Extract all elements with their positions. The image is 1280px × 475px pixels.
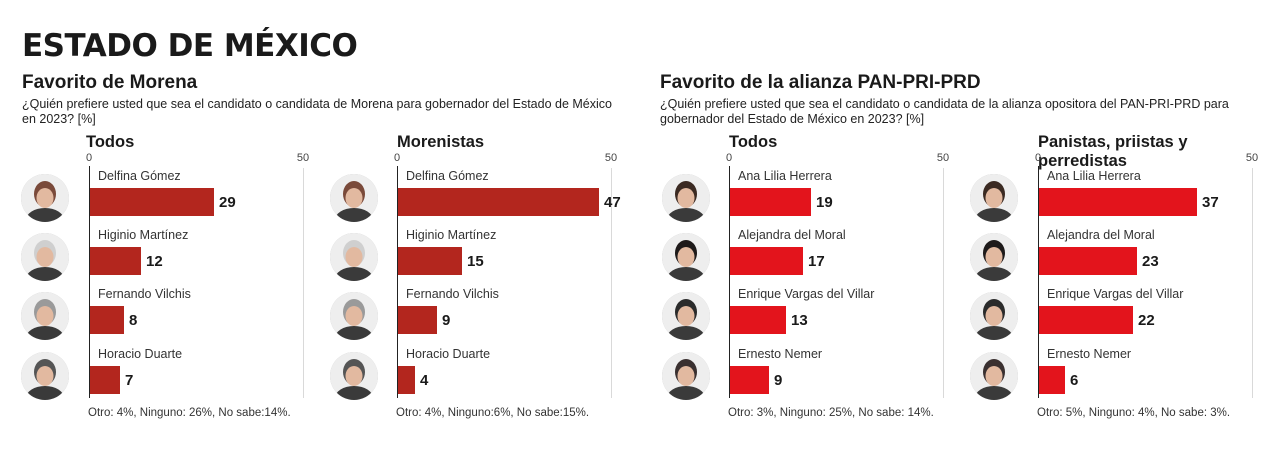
chart-title: Morenistas	[397, 133, 485, 151]
candidate-name: Alejandra del Moral	[738, 228, 846, 242]
section-question-alianza: ¿Quién prefiere usted que sea el candida…	[660, 97, 1229, 126]
candidate-name: Ernesto Nemer	[738, 347, 823, 361]
bar-value-label: 12	[146, 253, 163, 270]
page-title: ESTADO DE MÉXICO	[22, 28, 358, 64]
candidate-photo-icon	[662, 174, 710, 222]
candidate-name: Higinio Martínez	[406, 228, 497, 242]
candidate-name: Ernesto Nemer	[1047, 347, 1132, 361]
bar-value-label: 15	[467, 253, 484, 270]
bar-higinio-mart-nez	[90, 247, 141, 275]
chart-title: Panistas, priistas y perredistas	[1038, 133, 1188, 170]
candidate-name: Delfina Gómez	[98, 169, 181, 183]
section-title-morena: Favorito de Morena	[22, 72, 198, 93]
candidate-name: Horacio Duarte	[98, 347, 183, 361]
gridline-50	[943, 168, 944, 398]
chart-footnote: Otro: 4%, Ninguno:6%, No sabe:15%.	[396, 407, 590, 419]
bar-delfina-g-mez	[398, 188, 599, 216]
bar-ana-lilia-herrera	[1039, 188, 1197, 216]
candidate-photo-icon	[662, 233, 710, 281]
candidate-name: Ana Lilia Herrera	[738, 169, 832, 183]
candidate-photo-icon	[21, 352, 69, 400]
candidate-name: Fernando Vilchis	[98, 287, 191, 301]
section-title-alianza: Favorito de la alianza PAN-PRI-PRD	[660, 72, 981, 93]
candidate-name: Enrique Vargas del Villar	[738, 287, 875, 301]
candidate-name: Enrique Vargas del Villar	[1047, 287, 1184, 301]
bar-value-label: 8	[129, 312, 138, 329]
y-axis-line	[1038, 166, 1039, 398]
bar-value-label: 29	[219, 194, 236, 211]
candidate-name: Alejandra del Moral	[1047, 228, 1155, 242]
axis-tick-label: 0	[725, 152, 733, 164]
chart-title: Todos	[729, 133, 778, 151]
bar-value-label: 7	[125, 372, 134, 389]
candidate-photo-icon	[662, 292, 710, 340]
bar-value-label: 13	[791, 312, 808, 329]
candidate-photo-icon	[970, 233, 1018, 281]
candidate-photo-icon	[970, 352, 1018, 400]
bar-value-label: 22	[1138, 312, 1155, 329]
bar-enrique-vargas-del-villar	[730, 306, 786, 334]
axis-tick-label: 0	[85, 152, 93, 164]
bar-value-label: 17	[808, 253, 825, 270]
candidate-photo-icon	[330, 352, 378, 400]
candidate-photo-icon	[970, 174, 1018, 222]
bar-alejandra-del-moral	[1039, 247, 1137, 275]
candidate-name: Fernando Vilchis	[406, 287, 499, 301]
candidate-photo-icon	[21, 292, 69, 340]
bar-ernesto-nemer	[730, 366, 769, 394]
axis-tick-label: 50	[604, 152, 618, 164]
y-axis-line	[729, 166, 730, 398]
bar-delfina-g-mez	[90, 188, 214, 216]
bar-value-label: 9	[774, 372, 783, 389]
chart-footnote: Otro: 3%, Ninguno: 25%, No sabe: 14%.	[728, 407, 934, 419]
candidate-name: Horacio Duarte	[406, 347, 491, 361]
gridline-50	[303, 168, 304, 398]
bar-horacio-duarte	[90, 366, 120, 394]
section-question-morena: ¿Quién prefiere usted que sea el candida…	[22, 97, 612, 126]
bar-fernando-vilchis	[398, 306, 437, 334]
bar-value-label: 6	[1070, 372, 1079, 389]
axis-tick-label: 50	[1245, 152, 1259, 164]
candidate-photo-icon	[970, 292, 1018, 340]
axis-tick-label: 50	[936, 152, 950, 164]
bar-value-label: 23	[1142, 253, 1159, 270]
chart-footnote: Otro: 5%, Ninguno: 4%, No sabe: 3%.	[1037, 407, 1231, 419]
candidate-name: Delfina Gómez	[406, 169, 489, 183]
bar-higinio-mart-nez	[398, 247, 462, 275]
candidate-photo-icon	[330, 174, 378, 222]
chart-footnote: Otro: 4%, Ninguno: 26%, No sabe:14%.	[88, 407, 291, 419]
axis-tick-label: 0	[393, 152, 401, 164]
bar-value-label: 37	[1202, 194, 1219, 211]
bar-fernando-vilchis	[90, 306, 124, 334]
bar-enrique-vargas-del-villar	[1039, 306, 1133, 334]
axis-tick-label: 50	[296, 152, 310, 164]
candidate-name: Ana Lilia Herrera	[1047, 169, 1141, 183]
bar-horacio-duarte	[398, 366, 415, 394]
bar-alejandra-del-moral	[730, 247, 803, 275]
bar-value-label: 9	[442, 312, 451, 329]
bar-ana-lilia-herrera	[730, 188, 811, 216]
gridline-50	[1252, 168, 1253, 398]
bar-value-label: 47	[604, 194, 621, 211]
y-axis-line	[397, 166, 398, 398]
candidate-photo-icon	[21, 174, 69, 222]
chart-title: Todos	[86, 133, 135, 151]
candidate-photo-icon	[330, 233, 378, 281]
candidate-photo-icon	[662, 352, 710, 400]
gridline-50	[611, 168, 612, 398]
y-axis-line	[89, 166, 90, 398]
candidate-photo-icon	[21, 233, 69, 281]
axis-tick-label: 0	[1034, 152, 1042, 164]
bar-value-label: 4	[420, 372, 429, 389]
candidate-name: Higinio Martínez	[98, 228, 189, 242]
bar-value-label: 19	[816, 194, 833, 211]
bar-ernesto-nemer	[1039, 366, 1065, 394]
candidate-photo-icon	[330, 292, 378, 340]
